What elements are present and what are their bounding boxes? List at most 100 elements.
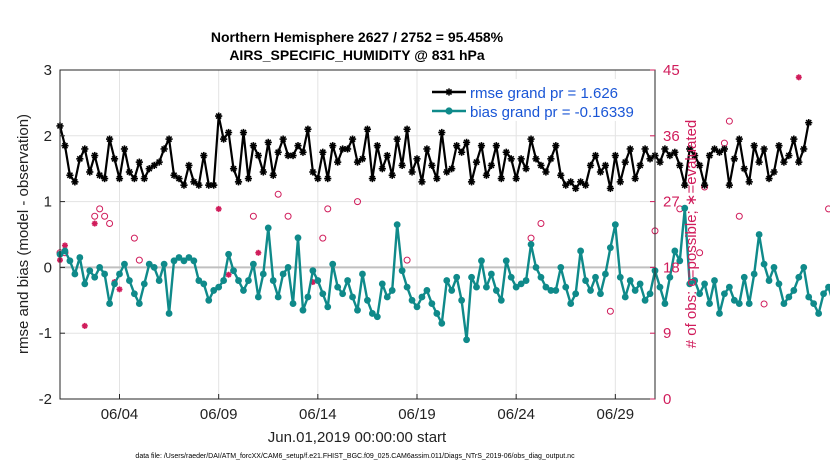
rmse-point <box>294 142 302 150</box>
rmse-point <box>438 128 446 137</box>
bias-point <box>478 257 485 265</box>
y2-tick-label-2: 18 <box>663 259 680 276</box>
rmse-point <box>586 161 595 170</box>
rmse-point <box>373 142 381 150</box>
legend: rmse grand pr = 1.626 bias grand pr = -0… <box>428 79 648 121</box>
bias-point <box>507 273 515 281</box>
rmse-point <box>705 151 714 160</box>
rmse-point <box>185 161 193 170</box>
legend-bias-marker <box>445 107 453 115</box>
y2-axis-ticks: 0 9 18 27 36 45 <box>650 62 680 408</box>
bias-point <box>299 306 307 314</box>
bias-point <box>398 267 406 275</box>
rmse-point <box>542 168 550 176</box>
bias-point <box>686 280 694 288</box>
bias-point <box>497 296 505 304</box>
y-tick-label-2: 0 <box>44 259 52 276</box>
rmse-point <box>656 158 664 166</box>
bias-point <box>711 277 718 284</box>
bias-point <box>388 287 396 294</box>
bias-point <box>378 280 386 288</box>
rmse-point <box>641 145 649 153</box>
rmse-point <box>120 145 129 153</box>
rmse-point <box>165 135 173 143</box>
bias-point <box>532 264 540 271</box>
bias-series <box>56 204 830 344</box>
bias-point <box>314 277 322 284</box>
obs-possible-point <box>106 220 114 228</box>
rmse-point <box>130 174 138 183</box>
bias-point <box>140 280 148 288</box>
bias-point <box>279 270 287 278</box>
rmse-point <box>110 155 119 163</box>
y-axis-ticks: -2 -1 0 1 2 3 <box>39 62 65 408</box>
bias-point <box>126 277 133 284</box>
obs-possible-point <box>606 307 614 315</box>
x-tick-label-1: 06/09 <box>200 406 238 423</box>
rmse-point <box>135 158 143 166</box>
rmse-point <box>631 174 639 183</box>
y2-tick-label-1: 9 <box>663 325 671 342</box>
rmse-point <box>393 135 401 143</box>
bias-point <box>810 300 818 307</box>
legend-box <box>428 79 648 121</box>
rmse-point <box>115 174 124 183</box>
rmse-point <box>388 171 396 179</box>
rmse-series <box>56 112 813 193</box>
bias-point <box>160 260 168 268</box>
rmse-point <box>696 161 704 170</box>
bias-point <box>721 290 728 298</box>
rmse-point <box>691 151 699 160</box>
rmse-point <box>244 174 253 183</box>
bias-point <box>443 277 451 284</box>
rmse-point <box>616 178 624 186</box>
bias-point <box>780 300 788 307</box>
bias-point <box>592 273 599 281</box>
rmse-point <box>725 181 733 189</box>
rmse-point <box>448 165 456 173</box>
bias-point <box>86 267 94 275</box>
obs-possible-point <box>760 300 768 308</box>
bias-point <box>324 303 332 311</box>
bias-point <box>760 260 768 268</box>
obs-possible-point <box>403 256 411 264</box>
bias-point <box>537 273 545 281</box>
x-tick-label-3: 06/19 <box>398 406 436 423</box>
rmse-point <box>324 174 332 183</box>
bias-point <box>393 221 401 229</box>
rmse-point <box>125 168 134 176</box>
bias-point <box>646 290 654 298</box>
bias-point <box>254 293 262 301</box>
rmse-point <box>205 181 213 189</box>
footnote: data file: /Users/raeder/DAI/ATM_forcXX/… <box>135 453 575 460</box>
bias-point <box>636 280 644 288</box>
bias-point <box>116 270 123 278</box>
rmse-point <box>775 142 783 150</box>
rmse-point <box>606 184 614 193</box>
rmse-point <box>458 148 466 156</box>
bias-point <box>463 336 470 344</box>
rmse-point <box>453 142 461 150</box>
rmse-point <box>522 165 530 173</box>
bias-point <box>294 234 302 242</box>
rmse-point <box>304 125 312 133</box>
bias-point <box>681 204 689 212</box>
plot-area <box>60 70 655 399</box>
bias-point <box>111 280 118 288</box>
rmse-point <box>105 135 114 143</box>
y2-tick-label-4: 36 <box>663 128 680 145</box>
rmse-point <box>735 135 743 143</box>
bias-point <box>195 277 203 284</box>
obs-possible-point <box>101 212 109 220</box>
bias-point <box>611 221 619 229</box>
rmse-point <box>745 178 753 186</box>
bias-point <box>269 277 277 284</box>
bias-point <box>225 250 232 258</box>
bias-point <box>344 277 351 284</box>
bias-point <box>815 310 823 317</box>
bias-point <box>339 290 347 298</box>
rmse-point <box>408 168 416 176</box>
bias-point <box>790 287 798 294</box>
bias-point <box>81 280 89 288</box>
